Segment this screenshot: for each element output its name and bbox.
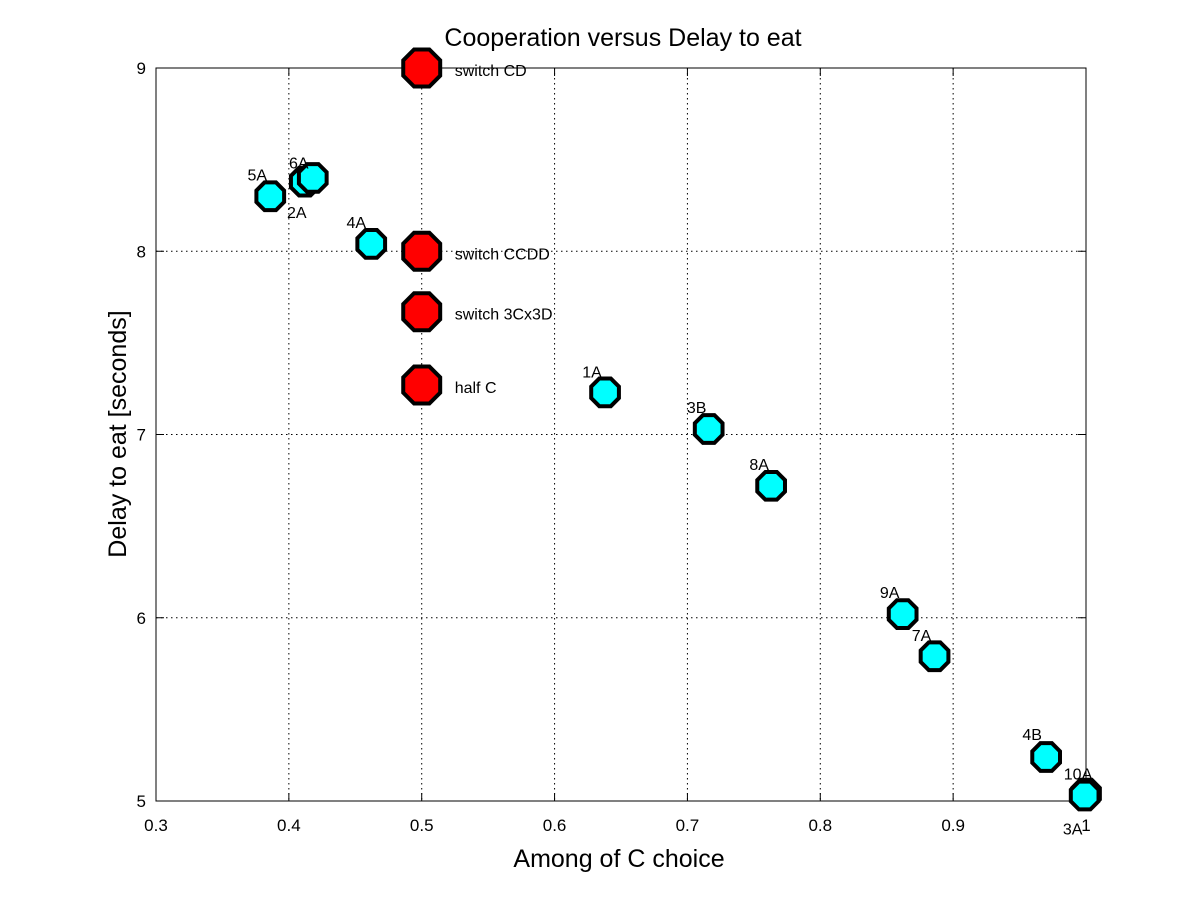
x-tick-label: 0.5 [410,816,434,835]
point-label: 2A [287,205,307,222]
point-label: 4A [346,215,366,232]
reference-label: half C [455,380,497,397]
x-tick-label: 0.3 [144,816,168,835]
subject-point [254,180,287,213]
y-tick-label: 7 [137,426,146,445]
x-tick-label: 0.8 [808,816,832,835]
x-tick-label: 0.6 [543,816,567,835]
point-label: 10A [1064,767,1093,784]
y-tick-label: 8 [137,242,146,261]
reference-point [401,291,443,333]
point-label: 8A [749,457,769,474]
point-label: 5A [247,167,267,184]
subject-point [886,598,919,630]
y-tick-label: 6 [137,609,146,628]
subject-point [1068,779,1101,812]
point-label: 3A [1063,822,1083,839]
point-label: 4B [1022,727,1042,744]
subject-point [296,162,329,194]
y-axis-label: Delay to eat [seconds] [104,310,132,557]
reference-label: switch CD [455,63,527,80]
point-label: 9A [880,585,900,602]
point-label: 7A [912,628,932,645]
point-label: 6A [289,156,309,173]
reference-point [401,230,443,272]
subject-point [692,413,725,445]
x-tick-label: 0.7 [676,816,700,835]
reference-label: switch CCDD [455,246,550,263]
point-labels: 5A 6A 2A 4A 1A 3B 8A 9A 7A 4B 10A 3A switch CD switch… [247,63,1092,839]
reference-point [401,47,443,89]
subject-point [589,376,621,409]
data-points [254,47,1102,812]
axis-ticks: 0.3 0.4 0.5 0.6 0.7 0.8 0.9 1 5 6 7 8 9 [137,59,1091,835]
chart-title: Cooperation versus Delay to eat [444,24,801,52]
subject-point [755,469,787,502]
point-label: 3B [687,400,707,417]
point-label: 1A [582,364,602,381]
subject-point [1030,741,1062,773]
y-tick-label: 9 [137,59,146,78]
y-tick-label: 5 [137,792,146,811]
x-tick-label: 0.9 [941,816,965,835]
x-tick-label: 0.4 [277,816,301,835]
reference-point [401,364,443,406]
subject-point [918,640,951,673]
x-tick-label: 1 [1081,816,1090,835]
reference-label: switch 3Cx3D [455,307,553,324]
x-axis-label: Among of C choice [513,845,724,873]
grid-lines [156,68,1086,801]
subject-point [355,228,388,260]
